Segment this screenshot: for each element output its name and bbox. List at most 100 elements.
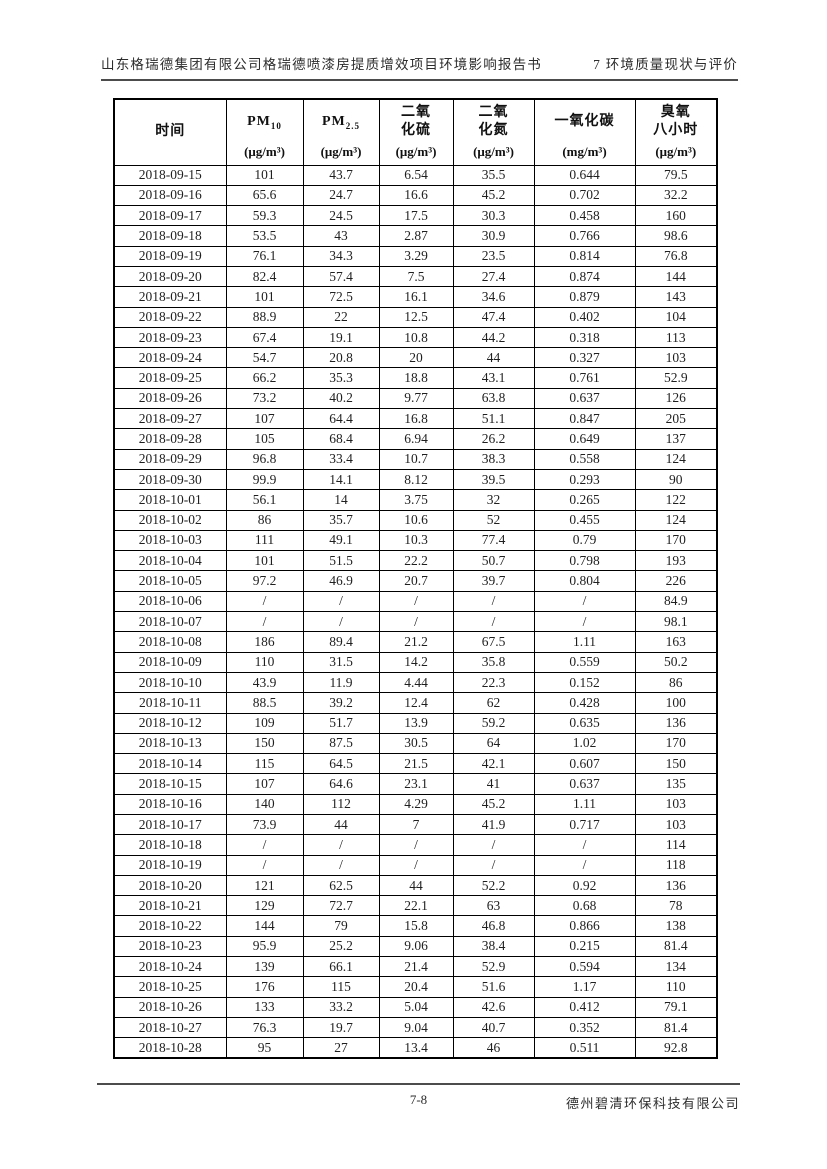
value-cell: 63.8	[452, 387, 535, 410]
value-cell: 226	[634, 570, 718, 592]
value-cell: 170	[634, 732, 718, 755]
value-cell: 6.54	[378, 164, 454, 186]
value-cell: 64.5	[302, 753, 380, 775]
value-cell: /	[452, 611, 535, 633]
value-cell: 20.7	[378, 570, 454, 592]
date-cell: 2018-09-16	[113, 184, 227, 207]
value-cell: 138	[634, 915, 718, 937]
value-cell: 90	[634, 468, 718, 491]
date-cell: 2018-09-15	[113, 164, 227, 186]
page-number: 7-8	[409, 1092, 428, 1107]
value-cell: 0.649	[533, 428, 636, 450]
value-cell: 19.7	[302, 1016, 380, 1039]
value-cell: /	[378, 590, 454, 613]
value-cell: 0.804	[533, 570, 636, 592]
date-cell: 2018-10-23	[113, 935, 227, 958]
date-cell: 2018-09-27	[113, 408, 227, 430]
value-cell: 110	[634, 976, 718, 998]
value-cell: 139	[225, 956, 304, 978]
value-cell: 84.9	[634, 590, 718, 613]
value-cell: 50.7	[452, 550, 535, 572]
value-cell: 4.44	[378, 671, 454, 694]
value-cell: /	[378, 834, 454, 856]
date-cell: 2018-10-22	[113, 915, 227, 937]
value-cell: 0.766	[533, 225, 636, 247]
value-cell: 79.1	[634, 996, 718, 1018]
value-cell: /	[533, 834, 636, 856]
value-cell: /	[225, 590, 304, 613]
value-cell: 16.6	[378, 184, 454, 207]
value-cell: 98.6	[634, 225, 718, 247]
value-cell: 2.87	[378, 225, 454, 247]
value-cell: 73.9	[225, 813, 304, 836]
value-cell: 23.1	[378, 773, 454, 795]
value-cell: 1.17	[533, 976, 636, 998]
value-cell: 64.6	[302, 773, 380, 795]
date-cell: 2018-09-20	[113, 265, 227, 288]
value-cell: 51.5	[302, 550, 380, 572]
table-row: 2018-10-19// / //118	[113, 854, 718, 876]
date-cell: 2018-09-21	[113, 286, 227, 308]
value-cell: 101	[225, 550, 304, 572]
table-row: 2018-09-28 105 68.4 6.94 26.2 0.649 137	[113, 428, 718, 450]
table-row: 2018-10-04 101 51.5 22.2 50.7 0.798 193	[113, 550, 718, 572]
value-cell: 101	[225, 286, 304, 308]
value-cell: 66.1	[302, 956, 380, 978]
date-cell: 2018-09-26	[113, 387, 227, 410]
value-cell: 77.4	[452, 529, 535, 552]
value-cell: 0.215	[533, 935, 636, 958]
value-cell: 0.847	[533, 408, 636, 430]
date-cell: 2018-10-18	[113, 834, 227, 856]
value-cell: 111	[225, 529, 304, 552]
table-row: 2018-10-02 86 35.7 10.6 52 0.455 124	[113, 509, 718, 531]
value-cell: 0.511	[533, 1037, 636, 1059]
value-cell: 39.5	[452, 468, 535, 491]
value-cell: 124	[634, 448, 718, 470]
date-cell: 2018-10-21	[113, 895, 227, 917]
value-cell: 1.11	[533, 793, 636, 816]
value-cell: 22.2	[378, 550, 454, 572]
value-cell: 176	[225, 976, 304, 998]
value-cell: 52.9	[452, 956, 535, 978]
value-cell: 22	[302, 306, 380, 328]
value-cell: 15.8	[378, 915, 454, 937]
value-cell: 22.1	[378, 895, 454, 917]
value-cell: 66.2	[225, 367, 304, 389]
value-cell: 33.2	[302, 996, 380, 1018]
value-cell: 98.1	[634, 611, 718, 633]
value-cell: 68.4	[302, 428, 380, 450]
value-cell: 76.3	[225, 1016, 304, 1039]
value-cell: 30.9	[452, 225, 535, 247]
date-cell: 2018-10-26	[113, 996, 227, 1018]
date-cell: 2018-09-24	[113, 347, 227, 369]
value-cell: 0.761	[533, 367, 636, 389]
value-cell: 51.6	[452, 976, 535, 998]
value-cell: 87.5	[302, 732, 380, 755]
value-cell: 11.9	[302, 671, 380, 694]
table-row: 2018-10-01 56.1 14 3.75 32 0.265 122	[113, 489, 718, 511]
value-cell: /	[452, 854, 535, 876]
value-cell: 20	[378, 347, 454, 369]
value-cell: 0.717	[533, 813, 636, 836]
table-row: 2018-09-15 101 43.7 6.54 35.5 0.644 79.5	[113, 164, 718, 186]
value-cell: 46.9	[302, 570, 380, 592]
value-cell: 25.2	[302, 935, 380, 958]
value-cell: 30.3	[452, 205, 535, 227]
date-cell: 2018-10-14	[113, 753, 227, 775]
table-row: 2018-10-15 107 64.6 23.1 41 0.637 135	[113, 773, 718, 795]
value-cell: 0.352	[533, 1016, 636, 1039]
column-header-time: 时间	[113, 98, 227, 166]
value-cell: 3.75	[378, 489, 454, 511]
value-cell: 109	[225, 712, 304, 734]
value-cell: /	[533, 590, 636, 613]
value-cell: 88.9	[225, 306, 304, 328]
value-cell: 52.2	[452, 874, 535, 897]
value-cell: 13.4	[378, 1037, 454, 1059]
value-cell: 7.5	[378, 265, 454, 288]
value-cell: 51.7	[302, 712, 380, 734]
table-row: 2018-10-10 43.9 11.9 4.44 22.3 0.152 86	[113, 671, 718, 694]
value-cell: 54.7	[225, 347, 304, 369]
value-cell: 57.4	[302, 265, 380, 288]
table-body: 2018-09-15 101 43.7 6.54 35.5 0.644 79.5 2018-0…	[113, 164, 718, 1059]
value-cell: /	[302, 854, 380, 876]
